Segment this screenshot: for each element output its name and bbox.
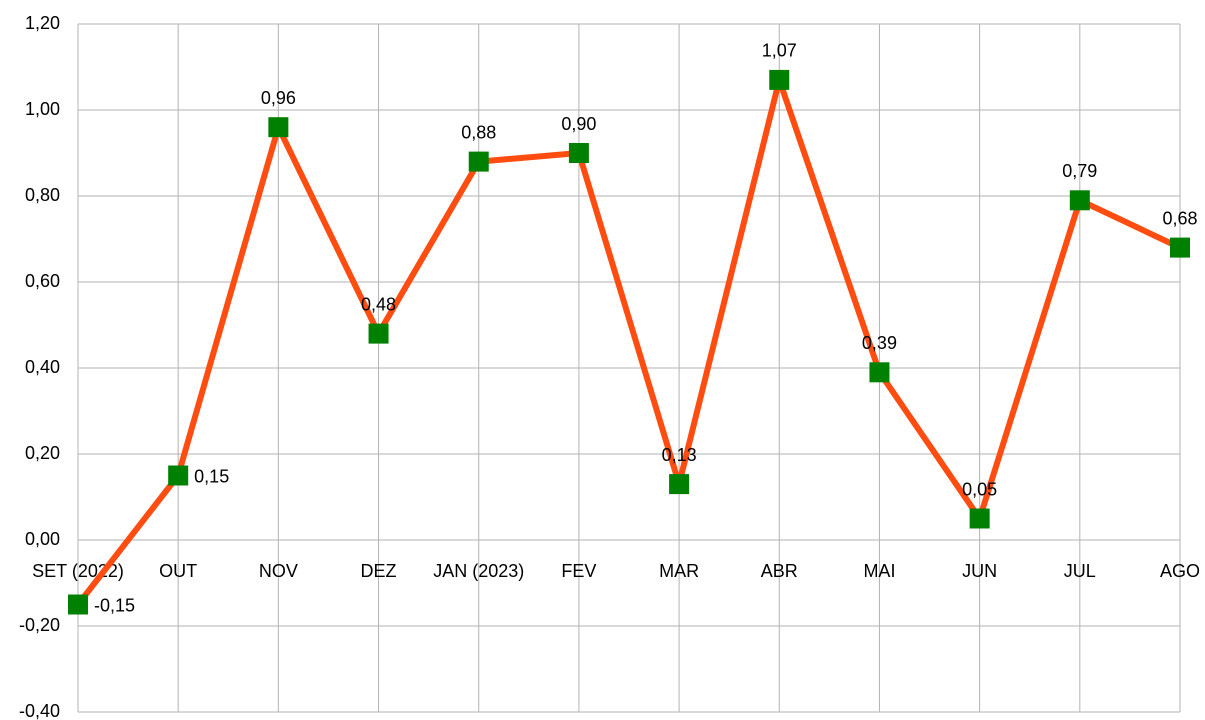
marker xyxy=(268,117,289,138)
x-tick-label: FEV xyxy=(561,561,596,581)
y-tick-label: 0,80 xyxy=(25,185,60,205)
x-tick-label: MAR xyxy=(659,561,699,581)
data-label: 0,68 xyxy=(1162,208,1197,228)
data-label: 0,90 xyxy=(561,114,596,134)
marker xyxy=(669,474,690,495)
data-label: -0,15 xyxy=(94,595,135,615)
y-tick-label: 1,20 xyxy=(25,13,60,33)
y-tick-label: -0,20 xyxy=(19,615,60,635)
marker xyxy=(1170,237,1190,258)
x-tick-label: AGO xyxy=(1160,561,1200,581)
marker xyxy=(568,143,589,163)
x-tick-label: MAI xyxy=(863,561,895,581)
y-tick-label: 0,20 xyxy=(25,443,60,463)
x-tick-label: JAN (2023) xyxy=(433,561,524,581)
data-label: 0,96 xyxy=(261,88,296,108)
y-tick-label: 0,60 xyxy=(25,271,60,291)
marker xyxy=(869,362,890,383)
x-tick-label: NOV xyxy=(259,561,298,581)
data-label: 0,15 xyxy=(194,466,229,486)
data-label: 1,07 xyxy=(762,41,797,61)
y-tick-label: 0,00 xyxy=(25,529,60,549)
line xyxy=(75,76,1182,607)
marker xyxy=(68,594,88,615)
x-tick-label: JUN xyxy=(962,561,997,581)
marker xyxy=(468,151,489,172)
data-label: 0,05 xyxy=(962,479,997,499)
x-tick-label: JUL xyxy=(1064,561,1096,581)
data-label: 0,39 xyxy=(862,333,897,353)
marker xyxy=(1069,190,1090,211)
y-tick-label: 1,00 xyxy=(25,99,60,119)
data-label: 0,48 xyxy=(361,294,396,314)
x-tick-label: ABR xyxy=(761,561,798,581)
data-label: 0,88 xyxy=(461,122,496,142)
data-label: 0,79 xyxy=(1062,161,1097,181)
y-tick-label: -0,40 xyxy=(19,701,60,720)
x-tick-label: OUT xyxy=(159,561,197,581)
marker xyxy=(969,508,990,529)
marker xyxy=(368,323,389,344)
marker xyxy=(769,69,790,90)
x-tick-label: DEZ xyxy=(361,561,397,581)
data-label: 0,13 xyxy=(662,445,697,465)
marker xyxy=(168,465,189,486)
y-tick-label: 0,40 xyxy=(25,357,60,377)
